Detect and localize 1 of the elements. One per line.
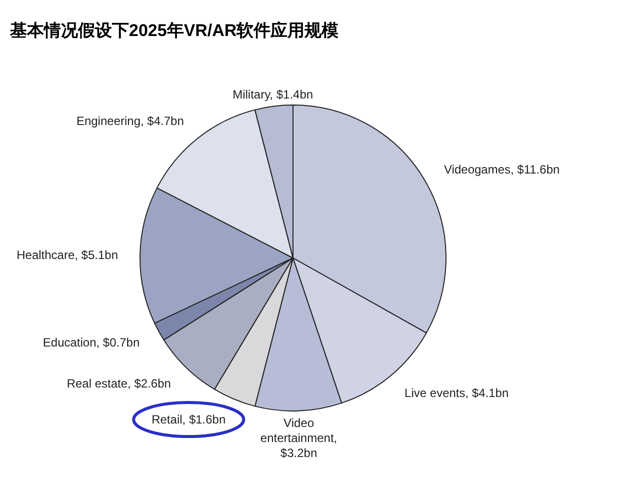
chart-title: 基本情况假设下2025年VR/AR软件应用规模 bbox=[9, 21, 339, 40]
